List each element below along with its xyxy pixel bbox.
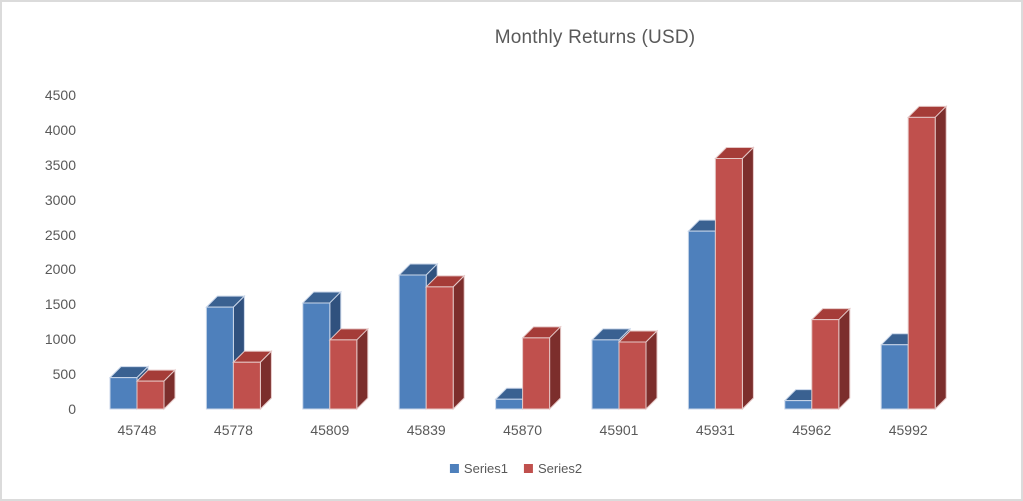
- y-axis-tick-label: 1000: [44, 331, 76, 348]
- bar-group-45778: [205, 294, 273, 411]
- bar-series2-45962-side[interactable]: [838, 307, 851, 411]
- bar-series2-45839[interactable]: [425, 286, 454, 410]
- bar-group-45901: [590, 327, 659, 411]
- x-axis-tick-label: 45931: [695, 422, 735, 438]
- x-axis-tick-label: 45809: [310, 422, 350, 438]
- bar-series2-45962[interactable]: [811, 319, 840, 410]
- bar-group-45870: [494, 325, 562, 411]
- bar-group-45962: [783, 307, 852, 411]
- legend-label-series2: Series2: [538, 461, 583, 476]
- bar-series2-45931[interactable]: [714, 157, 743, 410]
- bar-series2-45778[interactable]: [232, 361, 261, 410]
- bar-series1-45809[interactable]: [302, 302, 331, 410]
- x-axis-tick-label: 45870: [503, 422, 543, 438]
- x-axis-tick-label: 45962: [792, 422, 832, 438]
- legend: Series1 Series2: [449, 461, 582, 476]
- legend-item-series2[interactable]: Series2: [524, 461, 582, 476]
- y-axis-tick-label: 4000: [44, 121, 76, 138]
- bar-series2-45809-side[interactable]: [356, 327, 369, 411]
- bar-series2-45901-side[interactable]: [645, 329, 658, 411]
- y-axis-tick-label: 3000: [44, 191, 76, 208]
- legend-item-series1[interactable]: Series1: [449, 461, 508, 476]
- bar-series1-45992[interactable]: [880, 344, 909, 410]
- bar-series2-45809[interactable]: [329, 339, 358, 410]
- bar-group-45748: [108, 365, 177, 411]
- x-axis-tick-label: 45778: [213, 422, 253, 438]
- y-axis-tick-label: 4500: [44, 87, 76, 103]
- bar-group-45931: [687, 146, 755, 411]
- bar-series2-45931-side[interactable]: [741, 146, 754, 411]
- bar-series2-45839-side[interactable]: [452, 274, 465, 411]
- bar-group-45839: [397, 262, 466, 411]
- bar-series1-45839[interactable]: [398, 274, 427, 410]
- bar-series2-45992[interactable]: [907, 116, 936, 410]
- bar-group-45809: [301, 290, 370, 411]
- y-axis-tick-label: 3500: [44, 156, 76, 173]
- x-axis-tick-label: 45901: [599, 422, 639, 438]
- y-axis-tick-label: 1500: [44, 296, 76, 313]
- x-axis-tick-label: 45839: [406, 422, 446, 438]
- legend-label-series1: Series1: [463, 461, 508, 476]
- y-axis-tick-label: 2500: [44, 226, 76, 243]
- bar-series2-45778-side[interactable]: [259, 350, 272, 411]
- y-axis-tick-label: 0: [68, 401, 76, 417]
- chart-title[interactable]: Monthly Returns (USD): [494, 27, 696, 48]
- bar-series2-45748[interactable]: [136, 380, 165, 410]
- bar-series2-45870-side[interactable]: [549, 325, 562, 411]
- y-axis-tick-label: 500: [52, 366, 76, 383]
- bar-series2-45901[interactable]: [618, 341, 647, 410]
- series1-swatch-icon: [449, 464, 459, 473]
- bar-series1-45748[interactable]: [109, 377, 138, 410]
- bar-series2-45870[interactable]: [522, 337, 551, 410]
- x-axis-tick-label: 45992: [888, 422, 928, 438]
- bar-series2-45992-side[interactable]: [934, 105, 947, 411]
- bar-series1-45870[interactable]: [495, 398, 524, 410]
- x-axis-tick-label: 45748: [117, 422, 157, 438]
- series2-swatch-icon: [524, 464, 533, 473]
- bar-series1-45931[interactable]: [687, 230, 716, 410]
- bar-series1-45778[interactable]: [205, 306, 234, 410]
- y-axis-tick-label: 2000: [44, 261, 76, 278]
- bar-group-45992: [879, 105, 948, 411]
- bar-series1-45962[interactable]: [784, 400, 813, 410]
- bar-series1-45901[interactable]: [591, 339, 620, 410]
